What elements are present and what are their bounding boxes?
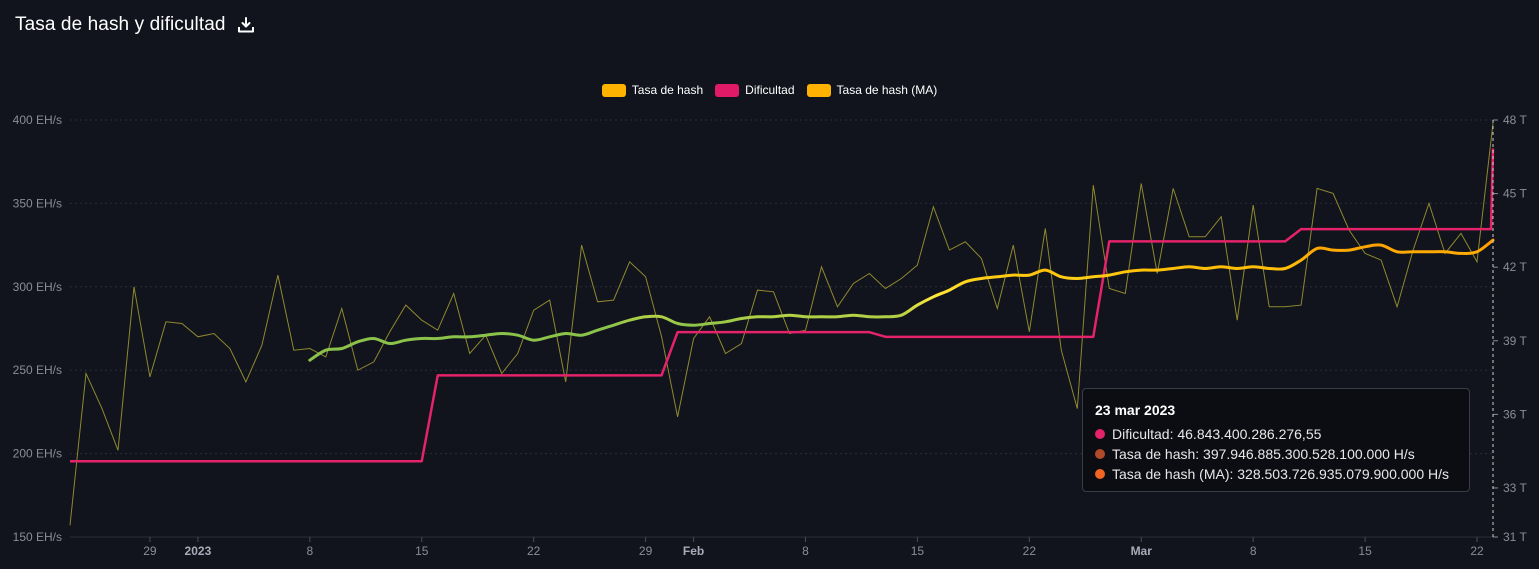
tooltip-text-hash-rate-ma: Tasa de hash (MA): 328.503.726.935.079.9… <box>1112 466 1450 482</box>
tooltip-text-difficulty: Dificultad: 46.843.400.286.276,55 <box>1112 426 1322 442</box>
tooltip-row-hash-rate-ma: Tasa de hash (MA): 328.503.726.935.079.9… <box>1095 464 1457 484</box>
legend-swatch-difficulty <box>715 83 740 97</box>
series-difficulty-line <box>70 148 1495 463</box>
series <box>69 123 1495 526</box>
tooltip-dot-hash-rate-ma <box>1095 469 1105 479</box>
y-right-tick-label: 31 T <box>1503 530 1527 544</box>
tooltip-dot-difficulty <box>1095 429 1105 439</box>
legend-label-difficulty: Dificultad <box>745 83 795 97</box>
legend-swatch-hash-rate <box>601 83 626 97</box>
legend-label-hash-rate-ma: Tasa de hash (MA) <box>836 83 938 97</box>
tooltip-row-hash-rate: Tasa de hash: 397.946.885.300.528.100.00… <box>1095 444 1457 464</box>
x-tick-label: 15 <box>911 544 925 558</box>
y-right-tick-label: 48 T <box>1503 113 1527 127</box>
x-tick-label: 8 <box>306 544 313 558</box>
x-tick-label: 29 <box>639 544 653 558</box>
x-tick-label: 22 <box>1023 544 1037 558</box>
tooltip-row-difficulty: Dificultad: 46.843.400.286.276,55 <box>1095 424 1457 444</box>
x-tick-label: 15 <box>415 544 429 558</box>
tooltip-date: 23 mar 2023 <box>1095 402 1176 418</box>
x-tick-label: 8 <box>1250 544 1257 558</box>
y-left-tick-label: 200 EH/s <box>13 447 62 461</box>
x-tick-label: 8 <box>802 544 809 558</box>
y-left-tick-label: 150 EH/s <box>13 530 62 544</box>
y-left-tick-label: 300 EH/s <box>13 280 62 294</box>
x-tick-label: 2023 <box>185 544 212 558</box>
x-tick-label: Mar <box>1131 544 1153 558</box>
y-left-tick-label: 250 EH/s <box>13 363 62 377</box>
chart-header: Tasa de hash y dificultad <box>15 14 256 36</box>
x-tick-label: 22 <box>527 544 541 558</box>
x-tick-label: Feb <box>683 544 704 558</box>
y-right-tick-label: 45 T <box>1503 187 1527 201</box>
series-hash-rate-line <box>69 123 1494 526</box>
chart-tooltip: 23 mar 2023 Dificultad: 46.843.400.286.2… <box>1082 388 1470 492</box>
axes: 400 EH/s 350 EH/s 300 EH/s 250 EH/s 200 EH/s… <box>13 113 1528 558</box>
chart-legend: Tasa de hash Dificultad Tasa de hash (MA… <box>0 83 1539 97</box>
y-right-tick-label: 33 T <box>1503 481 1527 495</box>
y-left-tick-label: 400 EH/s <box>13 113 62 127</box>
legend-item-hash-rate[interactable]: Tasa de hash <box>601 83 704 97</box>
y-right-tick-label: 39 T <box>1503 334 1527 348</box>
download-button[interactable] <box>236 15 256 35</box>
download-icon <box>237 17 254 33</box>
legend-item-hash-rate-ma[interactable]: Tasa de hash (MA) <box>806 83 938 97</box>
legend-swatch-hash-rate-ma <box>806 83 831 97</box>
legend-item-difficulty[interactable]: Dificultad <box>715 83 795 97</box>
x-tick-label: 15 <box>1358 544 1372 558</box>
y-right-tick-label: 36 T <box>1503 407 1527 421</box>
legend-label-hash-rate: Tasa de hash <box>631 83 704 97</box>
tooltip-text-hash-rate: Tasa de hash: 397.946.885.300.528.100.00… <box>1112 446 1415 462</box>
x-tick-label: 22 <box>1470 544 1484 558</box>
series-hash-rate-ma-line <box>308 238 1495 362</box>
x-tick-label: 29 <box>143 544 157 558</box>
y-left-tick-label: 350 EH/s <box>13 196 62 210</box>
y-right-tick-label: 42 T <box>1503 260 1527 274</box>
tooltip-dot-hash-rate <box>1095 449 1105 459</box>
chart-title: Tasa de hash y dificultad <box>15 14 226 35</box>
